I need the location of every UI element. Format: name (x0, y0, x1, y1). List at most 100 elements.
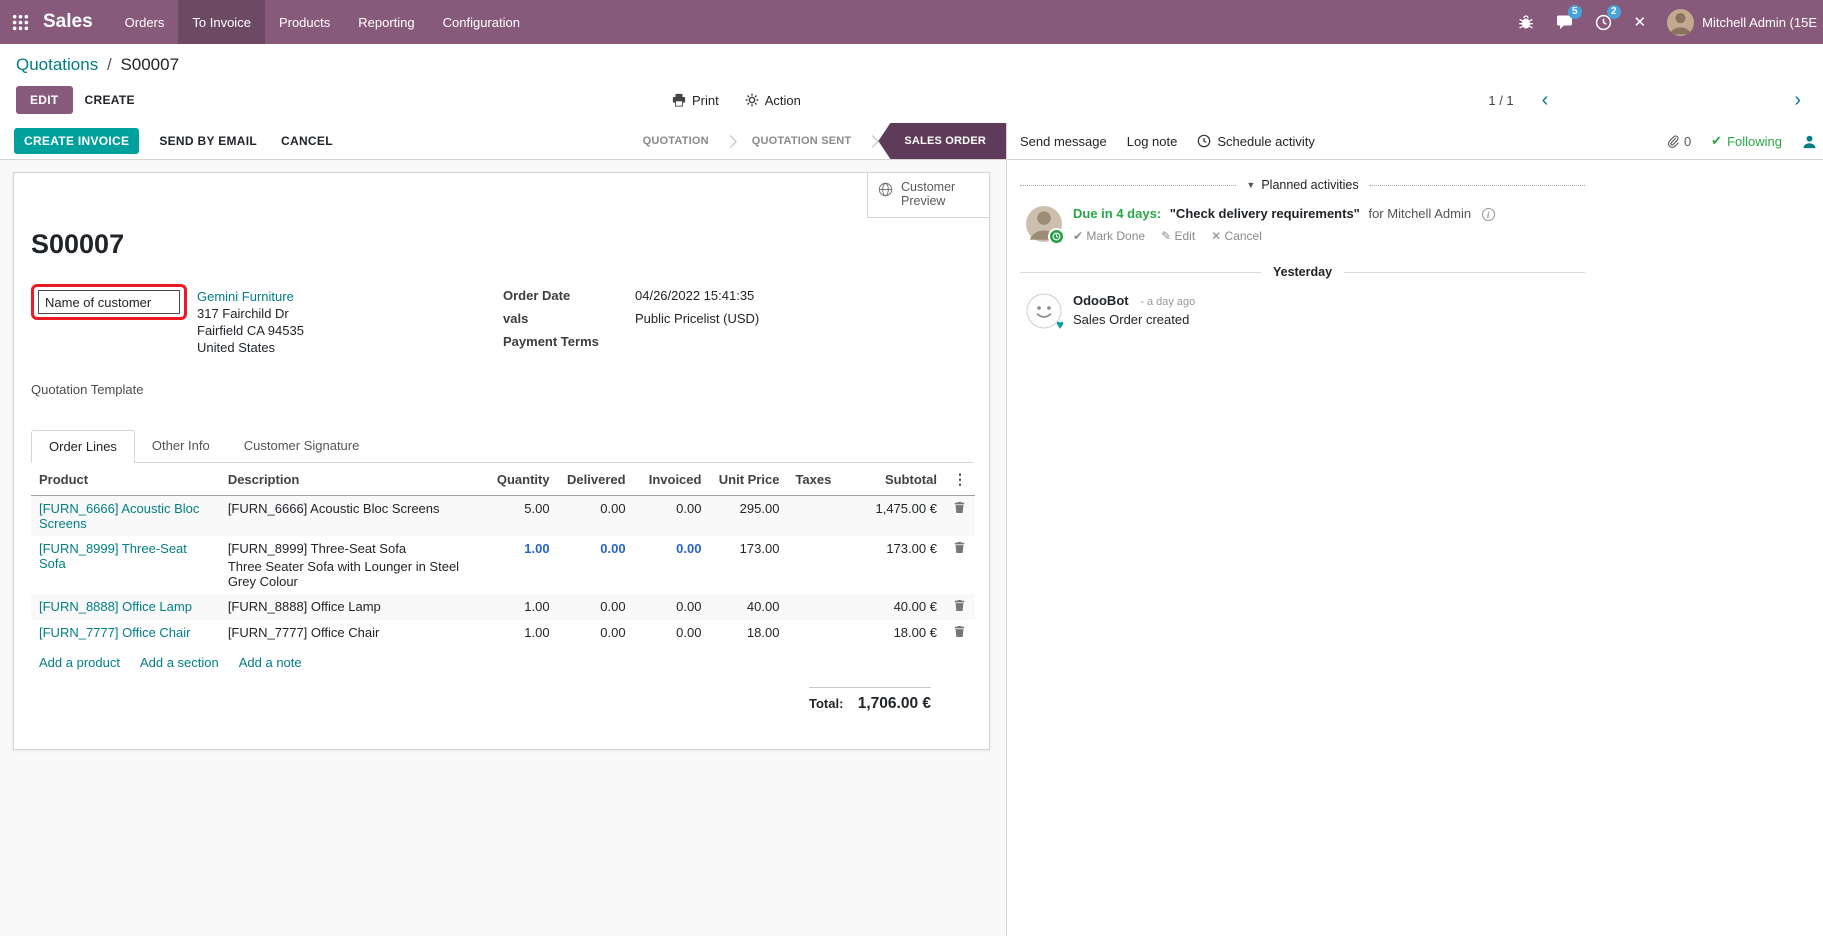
add-product-link[interactable]: Add a product (39, 655, 120, 670)
product-link[interactable]: [FURN_7777] Office Chair (39, 625, 191, 640)
attachments-button[interactable]: 0 (1666, 134, 1691, 149)
order-line-row[interactable]: [FURN_6666] Acoustic Bloc Screens [FURN_… (31, 495, 975, 536)
customer-city: Fairfield CA 94535 (197, 323, 304, 338)
globe-icon (878, 181, 893, 197)
edit-activity-button[interactable]: ✎ Edit (1161, 229, 1196, 244)
menu-to-invoice[interactable]: To Invoice (178, 0, 265, 44)
pager-previous-button[interactable]: ‹ (1541, 89, 1549, 111)
payment-terms-value[interactable] (635, 334, 973, 349)
product-link[interactable]: [FURN_6666] Acoustic Bloc Screens (31, 495, 220, 536)
add-note-link[interactable]: Add a note (238, 655, 302, 670)
totals-inner: Total: 1,706.00 € (809, 687, 931, 713)
cell-subtotal: 18.00 € (893, 625, 937, 640)
order-lines-table: Product Description Quantity Delivered I… (31, 463, 975, 646)
optional-columns-icon[interactable]: ⋮ (944, 463, 975, 496)
breadcrumb-quotations-link[interactable]: Quotations (16, 55, 99, 74)
log-note-button[interactable]: Log note (1126, 133, 1178, 149)
print-menu[interactable]: Print (672, 93, 719, 108)
col-unit-price[interactable]: Unit Price (709, 463, 788, 496)
customer-preview-button[interactable]: Customer Preview (867, 173, 989, 218)
order-date-value[interactable]: 04/26/2022 15:41:35 (635, 288, 755, 303)
product-link[interactable]: [FURN_8888] Office Lamp (31, 594, 220, 620)
gear-icon (745, 93, 759, 107)
order-title: S00007 (31, 229, 125, 259)
messages-button[interactable]: 5 (1545, 0, 1584, 44)
mark-done-button[interactable]: ✔ Mark Done (1073, 229, 1146, 244)
col-subtotal[interactable]: Subtotal (847, 463, 945, 496)
create-button[interactable]: CREATE (73, 86, 147, 114)
clock-icon (1595, 14, 1612, 31)
delete-line-button[interactable] (944, 495, 975, 536)
apps-menu-button[interactable] (0, 0, 41, 44)
quotation-template-label[interactable]: Quotation Template (31, 382, 144, 397)
app-brand[interactable]: Sales (43, 11, 93, 32)
user-menu[interactable]: Mitchell Admin (15E (1657, 0, 1823, 44)
pager: 1 / 1 ‹ › (1488, 90, 1807, 110)
order-line-row[interactable]: [FURN_8888] Office Lamp [FURN_8888] Offi… (31, 594, 975, 620)
col-delivered[interactable]: Delivered (557, 463, 634, 496)
menu-orders[interactable]: Orders (124, 14, 165, 30)
menu-reporting[interactable]: Reporting (358, 14, 415, 30)
activities-button[interactable]: 2 (1584, 0, 1623, 44)
col-quantity[interactable]: Quantity (485, 463, 558, 496)
content-area: CREATE INVOICE SEND BY EMAIL CANCEL QUOT… (0, 123, 1823, 936)
schedule-activity-label: Schedule activity (1217, 133, 1315, 149)
control-panel-buttons-row: EDIT CREATE Print Action 1 / 1 ‹ › (16, 85, 1807, 115)
following-button[interactable]: ✔ Following (1711, 133, 1782, 149)
schedule-activity-button[interactable]: Schedule activity (1197, 134, 1315, 149)
cell-invoiced: 0.00 (676, 541, 702, 556)
edit-button[interactable]: EDIT (16, 86, 73, 114)
tab-other-info[interactable]: Other Info (151, 438, 210, 453)
cancel-button[interactable]: CANCEL (269, 127, 345, 155)
breadcrumb: Quotations / S00007 (16, 55, 1807, 75)
delete-line-button[interactable] (944, 594, 975, 620)
cancel-activity-button[interactable]: ✕ Cancel (1211, 229, 1262, 244)
info-icon[interactable]: i (1481, 208, 1495, 222)
customer-preview-label: Customer Preview (901, 180, 956, 208)
customer-name-input[interactable] (38, 290, 180, 314)
send-by-email-button[interactable]: SEND BY EMAIL (147, 127, 269, 155)
activity-avatar (1026, 206, 1065, 245)
pager-next-button[interactable]: › (1794, 89, 1801, 111)
bug-icon (1518, 14, 1534, 30)
statusbar: CREATE INVOICE SEND BY EMAIL CANCEL QUOT… (0, 123, 1006, 160)
product-link[interactable]: [FURN_8999] Three-Seat Sofa (39, 541, 187, 571)
order-line-row[interactable]: [FURN_8999] Three-Seat Sofa [FURN_8999] … (31, 536, 975, 594)
col-taxes[interactable]: Taxes (787, 463, 848, 496)
menu-configuration[interactable]: Configuration (442, 14, 520, 30)
debug-button[interactable] (1507, 0, 1545, 44)
action-menu[interactable]: Action (745, 93, 801, 108)
send-message-button[interactable]: Send message (1020, 133, 1107, 149)
close-debug-button[interactable]: ✕ (1623, 0, 1658, 44)
chatter-thread: ▼ Planned activities Due in 4 days: "Che… (1007, 160, 1586, 333)
menu-products[interactable]: Products (278, 14, 331, 30)
payment-terms-label: Payment Terms (503, 334, 599, 349)
col-description[interactable]: Description (219, 463, 486, 496)
message-header: OdooBot - a day ago (1073, 293, 1195, 308)
activity-assignee: for Mitchell Admin (1368, 206, 1472, 221)
followers-button[interactable] (1802, 134, 1817, 149)
cell-delivered: 0.00 (600, 541, 626, 556)
tab-order-lines[interactable]: Order Lines (31, 430, 135, 463)
state-sales-order[interactable]: SALES ORDER (878, 123, 1006, 159)
user-avatar (1667, 8, 1695, 36)
tab-customer-signature[interactable]: Customer Signature (243, 438, 360, 453)
planned-activities-toggle[interactable]: ▼ Planned activities (1246, 178, 1358, 192)
cell-quantity: 1.00 (524, 625, 550, 640)
delete-line-button[interactable] (945, 536, 975, 594)
col-product[interactable]: Product (31, 463, 220, 496)
order-line-row[interactable]: [FURN_7777] Office Chair [FURN_7777] Off… (31, 620, 975, 646)
customer-name-link[interactable]: Gemini Furniture (197, 289, 294, 304)
create-invoice-button[interactable]: CREATE INVOICE (14, 128, 140, 154)
clock-icon (1197, 134, 1211, 148)
state-quotation-sent[interactable]: QUOTATION SENT (751, 135, 852, 147)
delete-line-button[interactable] (945, 620, 975, 646)
add-section-link[interactable]: Add a section (139, 655, 219, 670)
add-line-links: Add a product Add a section Add a note (31, 646, 973, 679)
heart-icon: ♥ (1056, 317, 1064, 333)
col-invoiced[interactable]: Invoiced (633, 463, 710, 496)
state-quotation[interactable]: QUOTATION (642, 135, 709, 147)
pricelist-value[interactable]: Public Pricelist (USD) (635, 311, 760, 326)
apps-grid-icon (12, 14, 29, 31)
navbar-spacer (534, 0, 1507, 44)
